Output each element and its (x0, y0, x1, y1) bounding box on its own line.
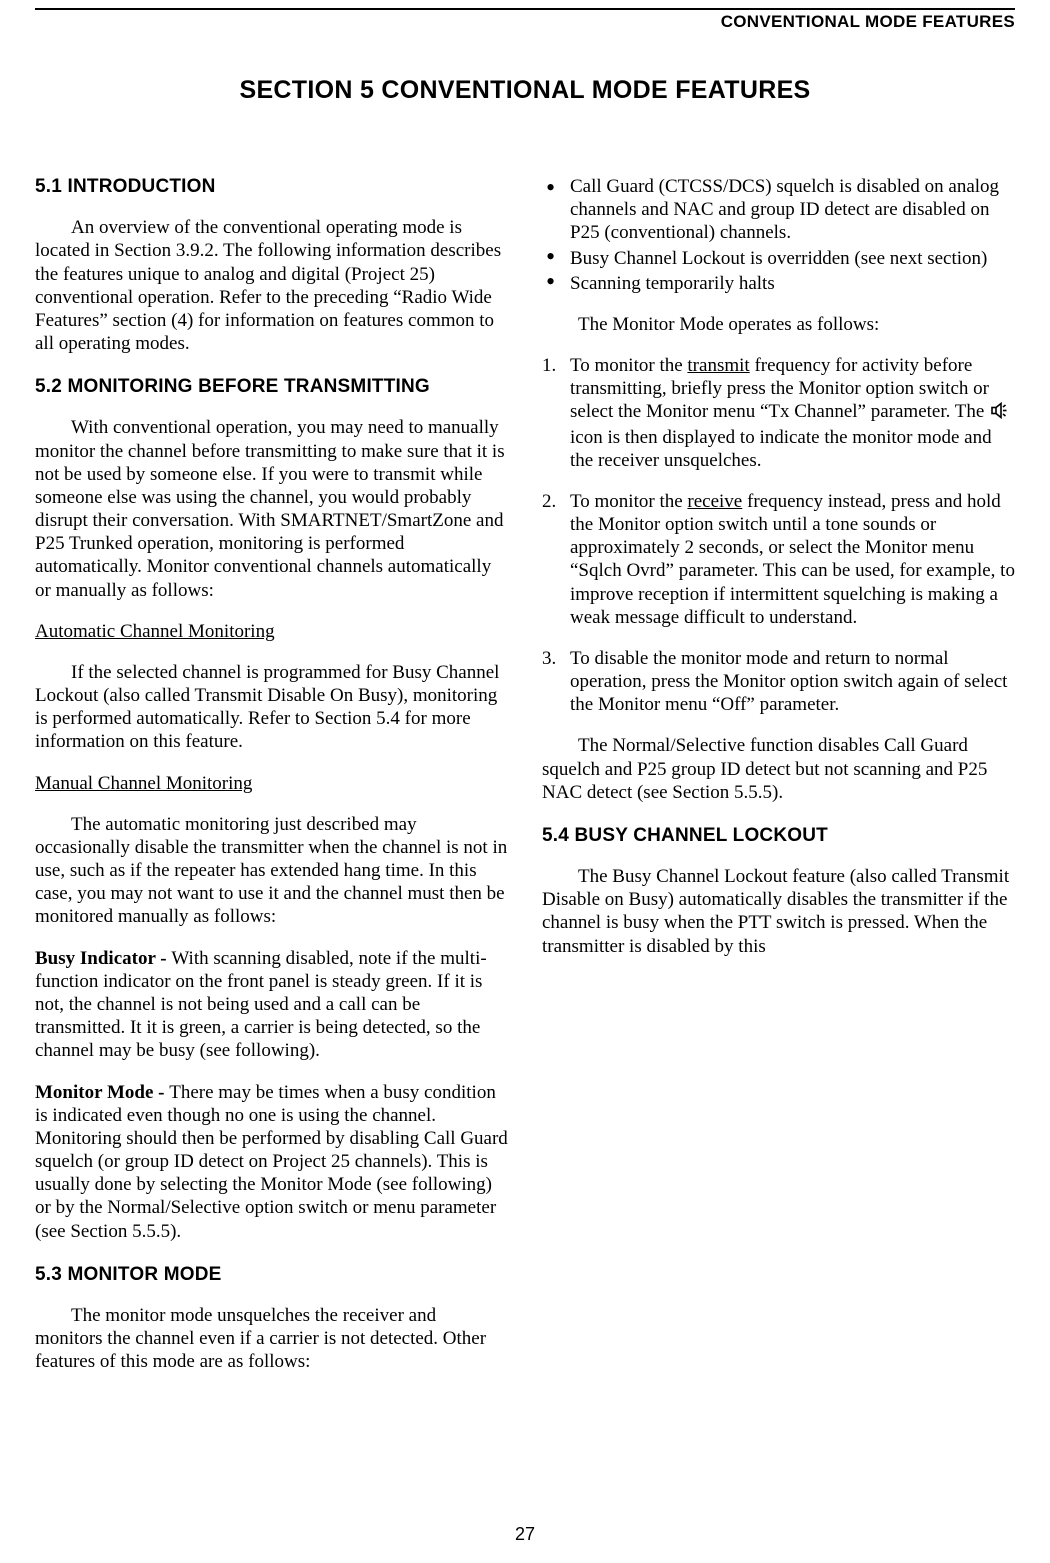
document-page: CONVENTIONAL MODE FEATURES SECTION 5 CON… (0, 0, 1050, 1563)
step1-a: To monitor the (570, 355, 687, 376)
para-manual-monitoring: The automatic monitoring just described … (35, 813, 508, 929)
subhead-auto-monitoring: Automatic Channel Monitoring (35, 620, 508, 643)
list-item: To disable the monitor mode and return t… (542, 647, 1015, 717)
section-title: SECTION 5 CONVENTIONAL MODE FEATURES (35, 76, 1015, 105)
speaker-icon (991, 402, 1007, 425)
para-operates: The Monitor Mode operates as follows: (542, 313, 1015, 336)
para-5-4: The Busy Channel Lockout feature (also c… (542, 865, 1015, 958)
list-item: Scanning temporarily halts (542, 272, 1015, 295)
running-header: CONVENTIONAL MODE FEATURES (35, 10, 1015, 32)
step1-c: icon is then displayed to indicate the m… (570, 427, 992, 471)
step2-a: To monitor the (570, 491, 687, 512)
heading-5-2: 5.2 MONITORING BEFORE TRANSMITTING (35, 375, 508, 398)
numbered-list-5-3: To monitor the transmit frequency for ac… (542, 354, 1015, 716)
bullet-list-5-3: Call Guard (CTCSS/DCS) squelch is disabl… (542, 175, 1015, 295)
para-monitor-mode: Monitor Mode - There may be times when a… (35, 1081, 508, 1243)
heading-5-4: 5.4 BUSY CHANNEL LOCKOUT (542, 824, 1015, 847)
step2-underline: receive (687, 491, 742, 512)
para-5-1: An overview of the conventional operatin… (35, 216, 508, 355)
para-normal-selective: The Normal/Selective function disables C… (542, 734, 1015, 804)
list-item: Call Guard (CTCSS/DCS) squelch is disabl… (542, 175, 1015, 245)
para-busy-indicator: Busy Indicator - With scanning disabled,… (35, 947, 508, 1063)
label-monitor-mode: Monitor Mode - (35, 1082, 169, 1103)
para-5-2-intro: With conventional operation, you may nee… (35, 416, 508, 601)
list-item: Busy Channel Lockout is overridden (see … (542, 247, 1015, 270)
label-busy-indicator: Busy Indicator - (35, 948, 171, 969)
heading-5-3: 5.3 MONITOR MODE (35, 1263, 508, 1286)
list-item: To monitor the receive frequency instead… (542, 490, 1015, 629)
body-columns: 5.1 INTRODUCTION An overview of the conv… (35, 175, 1015, 1415)
list-item: To monitor the transmit frequency for ac… (542, 354, 1015, 472)
para-auto-monitoring: If the selected channel is programmed fo… (35, 661, 508, 754)
step1-underline: transmit (687, 355, 749, 376)
para-5-3-intro: The monitor mode unsquelches the receive… (35, 1304, 508, 1374)
page-number: 27 (0, 1524, 1050, 1545)
subhead-manual-monitoring: Manual Channel Monitoring (35, 772, 508, 795)
heading-5-1: 5.1 INTRODUCTION (35, 175, 508, 198)
